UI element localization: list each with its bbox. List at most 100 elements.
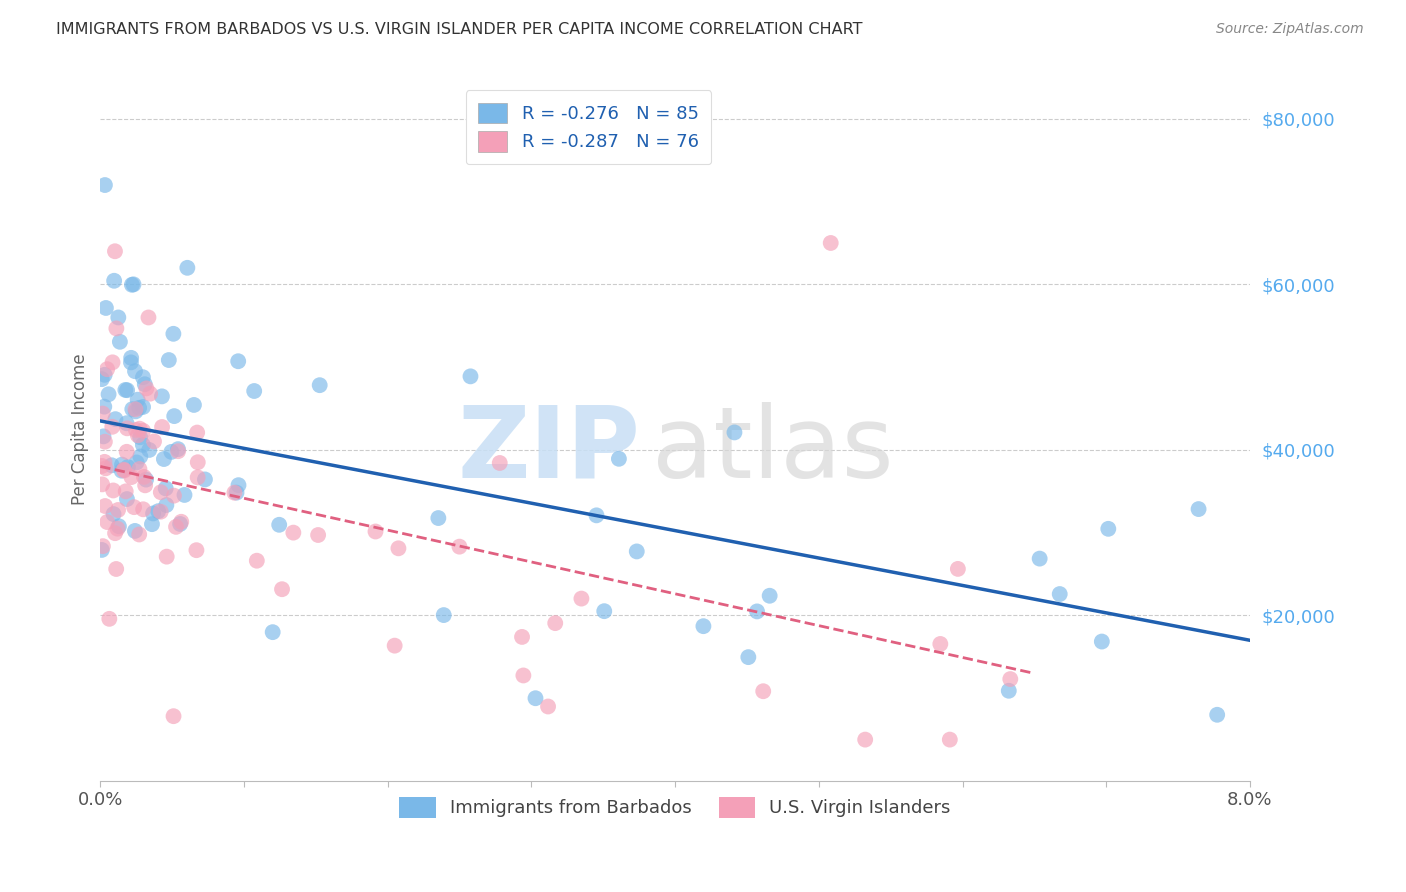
Point — [163, 409, 186, 423]
Point — [929, 637, 952, 651]
Point — [139, 386, 162, 401]
Point — [96, 362, 118, 376]
Point — [243, 384, 266, 398]
Point — [157, 353, 180, 368]
Text: ZIP: ZIP — [458, 401, 641, 499]
Point — [94, 301, 117, 315]
Point — [108, 519, 131, 533]
Point — [939, 732, 962, 747]
Point — [544, 616, 567, 631]
Point — [112, 463, 135, 477]
Point — [148, 504, 170, 518]
Point — [820, 235, 842, 250]
Point — [115, 491, 138, 506]
Point — [94, 434, 117, 449]
Point — [135, 381, 157, 395]
Point — [427, 511, 450, 525]
Point — [246, 554, 269, 568]
Point — [387, 541, 409, 556]
Point — [138, 442, 160, 457]
Point — [143, 434, 166, 449]
Point — [186, 425, 208, 440]
Point — [153, 452, 176, 467]
Point — [162, 709, 184, 723]
Point — [132, 370, 155, 384]
Point — [537, 699, 560, 714]
Text: Source: ZipAtlas.com: Source: ZipAtlas.com — [1216, 22, 1364, 37]
Point — [226, 354, 249, 368]
Point — [110, 464, 132, 478]
Point — [124, 404, 146, 418]
Point — [262, 625, 284, 640]
Point — [460, 369, 482, 384]
Point — [183, 398, 205, 412]
Point — [124, 524, 146, 538]
Point — [488, 456, 510, 470]
Point — [155, 482, 177, 496]
Point — [94, 499, 117, 513]
Point — [1097, 522, 1119, 536]
Point — [169, 516, 191, 531]
Point — [187, 470, 209, 484]
Point — [1091, 634, 1114, 648]
Point — [125, 423, 148, 437]
Point — [307, 528, 329, 542]
Point — [512, 668, 534, 682]
Point — [96, 515, 118, 529]
Point — [107, 310, 129, 325]
Point — [170, 515, 193, 529]
Text: IMMIGRANTS FROM BARBADOS VS U.S. VIRGIN ISLANDER PER CAPITA INCOME CORRELATION C: IMMIGRANTS FROM BARBADOS VS U.S. VIRGIN … — [56, 22, 863, 37]
Point — [135, 473, 157, 487]
Point — [104, 526, 127, 541]
Point — [114, 383, 136, 397]
Point — [132, 470, 155, 484]
Point — [1187, 502, 1209, 516]
Point — [97, 387, 120, 401]
Point — [271, 582, 294, 597]
Point — [585, 508, 607, 523]
Point — [150, 389, 173, 403]
Point — [150, 420, 173, 434]
Point — [149, 505, 172, 519]
Point — [91, 477, 114, 491]
Point — [124, 364, 146, 378]
Point — [122, 277, 145, 292]
Point — [115, 383, 138, 397]
Point — [105, 562, 128, 576]
Point — [173, 488, 195, 502]
Point — [104, 412, 127, 426]
Point — [122, 500, 145, 515]
Point — [101, 419, 124, 434]
Point — [593, 604, 616, 618]
Point — [167, 442, 190, 457]
Point — [138, 310, 160, 325]
Point — [132, 502, 155, 516]
Point — [90, 543, 112, 558]
Point — [93, 368, 115, 382]
Point — [155, 498, 177, 512]
Point — [165, 520, 187, 534]
Point — [194, 472, 217, 486]
Point — [107, 522, 129, 536]
Point — [163, 489, 186, 503]
Point — [946, 562, 969, 576]
Point — [997, 683, 1019, 698]
Point — [120, 351, 142, 365]
Point — [160, 445, 183, 459]
Point — [124, 402, 146, 417]
Point — [105, 321, 128, 335]
Point — [510, 630, 533, 644]
Point — [1049, 587, 1071, 601]
Point — [737, 650, 759, 665]
Point — [132, 438, 155, 452]
Point — [176, 260, 198, 275]
Point — [723, 425, 745, 440]
Point — [129, 430, 152, 444]
Point — [107, 503, 129, 517]
Point — [94, 461, 117, 475]
Point — [111, 458, 134, 472]
Point — [132, 424, 155, 438]
Point — [98, 612, 121, 626]
Point — [745, 604, 768, 618]
Point — [128, 401, 150, 415]
